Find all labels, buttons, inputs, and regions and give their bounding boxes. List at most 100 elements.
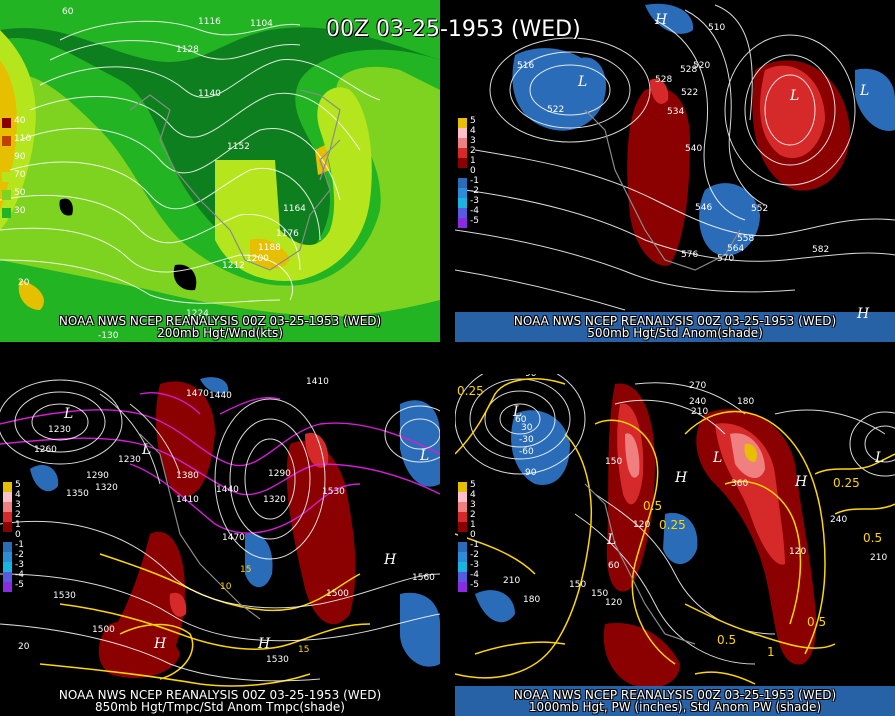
contour-label: 1410 [176,495,199,505]
contour-label: 522 [681,88,698,98]
legend-swatch: -2 [458,550,479,562]
caption-variable: 1000mb Hgt, PW (inches), Std Anom PW (sh… [528,700,822,714]
legend-label: -3 [470,196,479,206]
legend-swatch: -3 [458,196,479,208]
contour-label: 60 [515,415,527,425]
high-marker: H [383,552,397,568]
temp-label: 20 [18,642,30,652]
contour-label: 1188 [258,243,281,253]
caption-variable: 500mb Hgt/Std Anom(shade) [587,326,763,340]
map-500mb: 516 522 528 534 540 546 552 558 564 570 … [455,3,895,342]
contour-label: 582 [812,245,829,255]
contour-label: 1164 [283,204,306,214]
high-marker: H [794,474,808,490]
contour-label: 1104 [250,19,273,29]
legend-swatch: 5 [458,116,476,128]
legend-label: 4 [470,490,476,500]
contour-label: 1530 [322,487,345,497]
legend-swatch: -2 [3,550,24,562]
legend-label: -1 [15,540,24,550]
contour-label: 1320 [95,483,118,493]
legend-swatch: 3 [458,500,476,512]
panel-850mb: 1410 1470 1440 1230 1260 1290 1320 1350 … [0,374,440,716]
wind-legend: 40 110 90 70 50 30 [2,116,36,218]
contour-label: 90 [525,374,537,379]
legend-label: 50 [14,188,26,198]
contour-label: 1320 [263,495,286,505]
legend-label: -2 [470,186,479,196]
contour-label: 1380 [176,471,199,481]
panel-200mb: 60 20 -130 1116 1104 1128 1140 1152 1164… [0,0,440,342]
legend-swatch: -4 [3,570,24,582]
contour-label: 150 [591,589,608,599]
low-marker: L [859,83,869,99]
low-marker: L [577,74,587,90]
contour-label: 240 [830,515,847,525]
contour-label: 1290 [86,471,109,481]
map-200mb: 60 20 -130 1116 1104 1128 1140 1152 1164… [0,0,440,342]
contour-label: 528 [655,75,672,85]
contour-label: 576 [681,250,698,260]
contour-label: 552 [751,204,768,214]
legend-swatch: 0 [3,530,21,542]
high-marker: H [654,12,668,28]
legend-label: 110 [14,134,32,144]
temp-label: 10 [220,582,232,592]
high-marker: H [153,636,167,652]
legend-swatch: -4 [458,206,479,218]
legend-swatch: 3 [3,500,21,512]
legend-swatch: -1 [458,176,479,188]
legend-swatch: -3 [3,560,24,572]
legend-swatch: 2 [458,146,476,158]
contour-label: 240 [689,397,706,407]
contour-label: 1500 [92,625,115,635]
panel-500mb: 516 522 528 534 540 546 552 558 564 570 … [455,0,895,342]
pw-label: 0.25 [833,476,860,490]
anomaly-legend: 5 4 3 2 1 0 -1 -2 -3 -4 -5 [3,480,37,592]
legend-swatch: -5 [458,216,479,228]
legend-swatch: 5 [458,480,476,492]
contour-label: 1290 [268,469,291,479]
high-marker: H [856,306,870,322]
caption-variable: 200mb Hgt/Wnd(kts) [157,326,283,340]
legend-label: 0 [470,530,476,540]
legend-label: -2 [15,550,24,560]
legend-swatch: 30 [2,206,25,218]
low-marker: L [789,88,799,104]
pw-label: 0.5 [643,499,662,513]
legend-swatch: 110 [2,134,31,146]
map-1000mb: 90 60 30 -30 -60 270 240 210 180 150 120… [455,374,895,716]
legend-label: 3 [15,500,21,510]
contour-label: 120 [633,520,650,530]
contour-label: 60 [608,561,620,571]
contour-label: 150 [569,580,586,590]
legend-swatch: 90 [2,152,25,164]
label-60: 60 [62,7,74,17]
legend-swatch: -5 [3,580,24,592]
pw-label: 1 [767,645,775,659]
legend-label: 5 [15,480,21,490]
low-marker: L [512,404,522,420]
legend-swatch: 4 [458,126,476,138]
caption-source: NOAA NWS NCEP REANALYSIS 00Z 03-25-1953 … [58,688,382,702]
label-130: -130 [98,331,119,341]
high-marker: H [674,470,688,486]
contour-label: -30 [519,435,534,445]
contour-label: 1224 [186,309,209,319]
caption-source: NOAA NWS NCEP REANALYSIS 00Z 03-25-1953 … [513,314,837,328]
contour-label: 522 [547,105,564,115]
contour-label: -60 [519,447,534,457]
low-marker: L [606,532,616,548]
contour-label: 1470 [222,533,245,543]
legend-label: 2 [15,510,21,520]
legend-swatch: 40 [2,116,25,128]
legend-label: -2 [470,550,479,560]
legend-swatch: 0 [458,530,476,542]
pw-label: 0.5 [717,633,736,647]
legend-label: 1 [470,520,476,530]
contour-label: 1212 [222,261,245,271]
legend-label: 5 [470,116,476,126]
contour-label: 360 [731,479,748,489]
contour-label: 210 [870,553,887,563]
legend-label: 1 [15,520,21,530]
